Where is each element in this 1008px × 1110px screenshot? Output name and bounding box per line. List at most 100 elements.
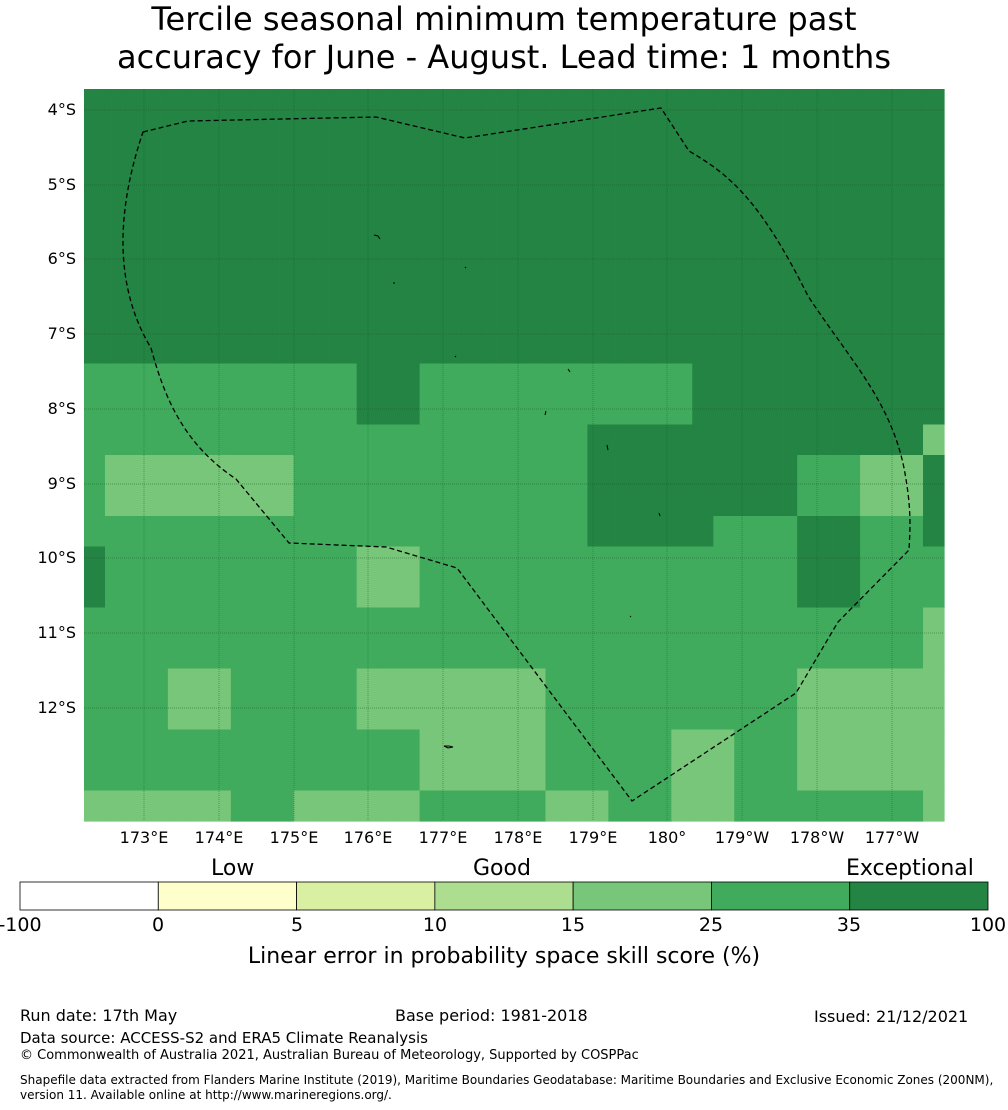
grid-cell	[188, 760, 211, 792]
grid-cell	[524, 272, 547, 304]
grid-cell	[84, 790, 106, 822]
grid-cell	[335, 760, 358, 792]
grid-cell	[440, 455, 463, 487]
grid-cell	[545, 760, 568, 792]
grid-cell	[608, 241, 630, 273]
grid-cell	[167, 790, 190, 822]
grid-cell	[188, 302, 211, 334]
grid-cell	[335, 302, 358, 334]
grid-cell	[629, 333, 651, 365]
grid-cell	[293, 638, 316, 670]
issued-date: Issued: 21/12/2021	[814, 1007, 969, 1026]
island	[544, 410, 547, 416]
grid-cell	[209, 668, 232, 700]
grid-cell	[272, 89, 295, 121]
grid-cell	[377, 516, 400, 548]
grid-cell	[251, 546, 274, 578]
grid-cell	[776, 790, 798, 822]
grid-cell	[503, 241, 526, 273]
grid-cell	[125, 424, 148, 456]
grid-cell	[776, 363, 798, 395]
grid-cell	[314, 546, 337, 578]
grid-cell	[125, 302, 148, 334]
grid-cell	[734, 272, 756, 304]
grid-cell	[692, 577, 714, 609]
grid-cell	[860, 424, 882, 456]
grid-cell	[125, 394, 148, 426]
island	[373, 234, 381, 240]
grid-cell	[104, 363, 127, 395]
grid-cell	[902, 760, 924, 792]
grid-cell	[818, 455, 840, 487]
grid-cell	[629, 150, 651, 182]
grid-cell	[419, 577, 442, 609]
grid-cell	[713, 150, 735, 182]
grid-cell	[860, 394, 882, 426]
grid-cell	[398, 455, 421, 487]
grid-cell	[209, 241, 232, 273]
grid-cell	[923, 241, 945, 273]
grid-cell	[902, 455, 924, 487]
grid-cell	[776, 760, 798, 792]
grid-cell	[923, 638, 945, 670]
grid-cell	[713, 89, 735, 121]
grid-cell	[104, 760, 127, 792]
grid-cell	[818, 546, 840, 578]
grid-cell	[104, 729, 127, 761]
grid-cell	[272, 455, 295, 487]
grid-cell	[524, 516, 547, 548]
grid-cell	[440, 363, 463, 395]
grid-cell	[272, 241, 295, 273]
lon-label: 175°E	[269, 828, 319, 847]
grid-cell	[335, 394, 358, 426]
grid-cell	[503, 394, 526, 426]
grid-cell	[461, 516, 484, 548]
grid-cell	[356, 485, 379, 517]
grid-cell	[440, 607, 463, 639]
grid-cell	[356, 455, 379, 487]
grid-cell	[587, 607, 609, 639]
grid-cell	[167, 333, 190, 365]
grid-cell	[503, 272, 526, 304]
grid-cell	[482, 668, 505, 700]
grid-cell	[797, 455, 819, 487]
grid-cell	[881, 424, 903, 456]
grid-cell	[209, 180, 232, 212]
grid-cell	[125, 89, 148, 121]
grid-cell	[524, 394, 547, 426]
grid-cell	[146, 119, 169, 151]
grid-cell	[251, 394, 274, 426]
grid-cell	[692, 180, 714, 212]
grid-cell	[188, 333, 211, 365]
grid-cell	[377, 455, 400, 487]
grid-cell	[272, 577, 295, 609]
grid-cell	[629, 424, 651, 456]
grid-cell	[839, 729, 861, 761]
grid-cell	[671, 577, 693, 609]
grid-cell	[776, 455, 798, 487]
grid-cell	[776, 211, 798, 243]
grid-cell	[482, 516, 505, 548]
grid-cell	[209, 424, 232, 456]
grid-cell	[84, 424, 106, 456]
grid-cell	[272, 516, 295, 548]
grid-cell	[419, 729, 442, 761]
grid-cell	[650, 302, 672, 334]
grid-cell	[104, 699, 127, 731]
colorbar-swatch	[711, 881, 851, 911]
grid-cell	[461, 577, 484, 609]
grid-cell	[629, 546, 651, 578]
grid-cell	[167, 455, 190, 487]
grid-cell	[251, 760, 274, 792]
grid-cell	[167, 119, 190, 151]
grid-cell	[167, 760, 190, 792]
grid-cell	[566, 668, 589, 700]
grid-cell	[335, 729, 358, 761]
grid-cell	[734, 668, 756, 700]
lon-label: 177°W	[864, 828, 920, 847]
grid-cell	[272, 760, 295, 792]
grid-cell	[671, 638, 693, 670]
grid-cell	[167, 241, 190, 273]
grid-cell	[314, 302, 337, 334]
grid-cell	[125, 638, 148, 670]
